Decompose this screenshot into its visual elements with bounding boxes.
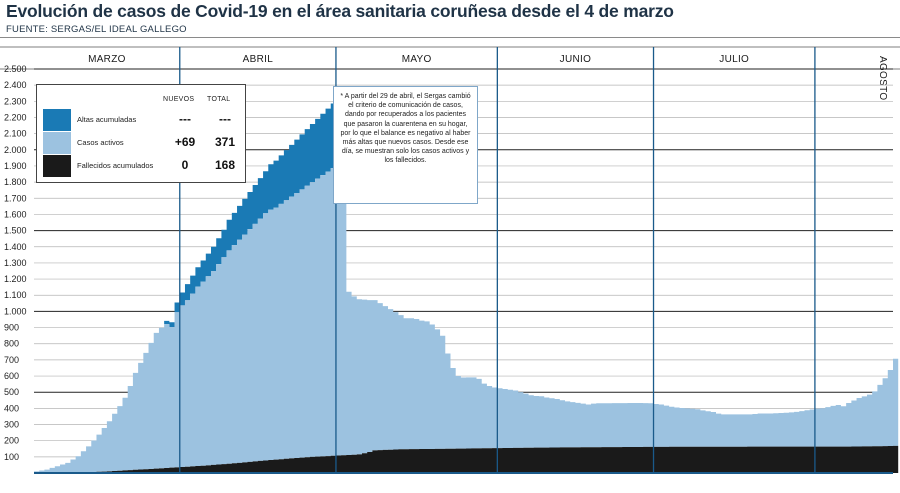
y-tick-label: 2.200: [4, 112, 27, 122]
y-tick-label: 500: [4, 387, 19, 397]
month-label: AGOSTO: [877, 56, 888, 100]
legend-new-fallecidos: 0: [181, 158, 189, 172]
y-tick-label: 2.400: [4, 80, 27, 90]
y-tick-label: 1.000: [4, 306, 27, 316]
legend-header-total: TOTAL: [207, 96, 231, 103]
y-tick-label: 300: [4, 420, 19, 430]
legend-total-fallecidos: 168: [214, 158, 236, 172]
legend-label-fallecidos: Fallecidos acumulados: [77, 161, 154, 170]
legend-label-activos: Casos activos: [77, 138, 124, 147]
legend-swatch-fallecidos: [43, 155, 71, 177]
y-tick-label: 800: [4, 339, 19, 349]
series-activos-area: [34, 164, 899, 473]
month-dividers: [34, 47, 893, 474]
month-label: ABRIL: [243, 54, 274, 65]
legend-new-altas: ---: [179, 112, 191, 126]
y-tick-label: 400: [4, 403, 19, 413]
legend-swatch-activos: [43, 132, 71, 154]
legend-row-altas: Altas acumuladas --- ---: [43, 109, 243, 133]
series-areas: [34, 96, 899, 473]
y-tick-label: 1.200: [4, 274, 27, 284]
legend-total-activos: 371: [214, 135, 236, 149]
title-divider: [0, 37, 900, 38]
y-tick-label: 100: [4, 452, 19, 462]
legend-row-fallecidos: Fallecidos acumulados 0 168: [43, 155, 243, 179]
y-tick-label: 1.700: [4, 193, 27, 203]
month-label: MAYO: [402, 54, 432, 65]
series-fallecidos-area: [34, 445, 899, 473]
chart-source: FUENTE: SERGAS/EL IDEAL GALLEGO: [6, 24, 187, 35]
y-tick-label: 2.000: [4, 145, 27, 155]
legend-swatch-altas: [43, 109, 71, 131]
y-tick-label: 1.600: [4, 209, 27, 219]
legend: NUEVOS TOTAL Altas acumuladas --- --- Ca…: [36, 84, 246, 183]
y-tick-label: 2.100: [4, 129, 27, 139]
chart-title: Evolución de casos de Covid-19 en el áre…: [6, 1, 674, 21]
legend-row-activos: Casos activos +69 371: [43, 132, 243, 156]
month-label: JULIO: [719, 54, 749, 65]
legend-total-altas: ---: [219, 112, 231, 126]
y-tick-label: 900: [4, 323, 19, 333]
y-tick-label: 1.400: [4, 242, 27, 252]
y-axis-ticks: 100 200 300 400 500 600 700 800 900 1.000 1.100 1.2…: [4, 64, 27, 462]
legend-label-altas: Altas acumuladas: [77, 115, 137, 124]
y-tick-label: 1.900: [4, 161, 27, 171]
month-label: MARZO: [88, 54, 126, 65]
y-tick-label: 1.100: [4, 290, 27, 300]
y-tick-label: 1.800: [4, 177, 27, 187]
y-tick-label: 2.500: [4, 64, 27, 74]
month-label: JUNIO: [560, 54, 592, 65]
y-tick-label: 200: [4, 436, 19, 446]
month-band: [0, 47, 900, 69]
y-tick-label: 1.300: [4, 258, 27, 268]
y-tick-label: 600: [4, 371, 19, 381]
legend-header-new: NUEVOS: [163, 96, 195, 103]
legend-new-activos: +69: [174, 135, 196, 149]
y-tick-label: 1.500: [4, 226, 27, 236]
annotation-note: * A partir del 29 de abril, el Sergas ca…: [333, 86, 478, 204]
y-tick-label: 700: [4, 355, 19, 365]
y-tick-label: 2.300: [4, 96, 27, 106]
